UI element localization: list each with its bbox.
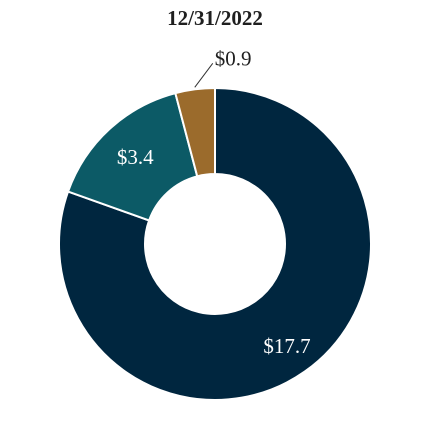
donut-labels: $17.7 $3.4 $0.9 <box>117 46 311 358</box>
slice-smallest <box>174 86 216 178</box>
slice-smallest-leader-line <box>194 63 214 88</box>
slice-middle <box>66 91 199 222</box>
donut-slices <box>58 86 372 401</box>
slice-largest-label: $17.7 <box>263 334 310 358</box>
chart-title: 12/31/2022 <box>167 6 263 30</box>
slice-middle-label: $3.4 <box>117 145 154 169</box>
slice-largest <box>58 86 372 401</box>
slice-smallest-label: $0.9 <box>215 46 252 70</box>
